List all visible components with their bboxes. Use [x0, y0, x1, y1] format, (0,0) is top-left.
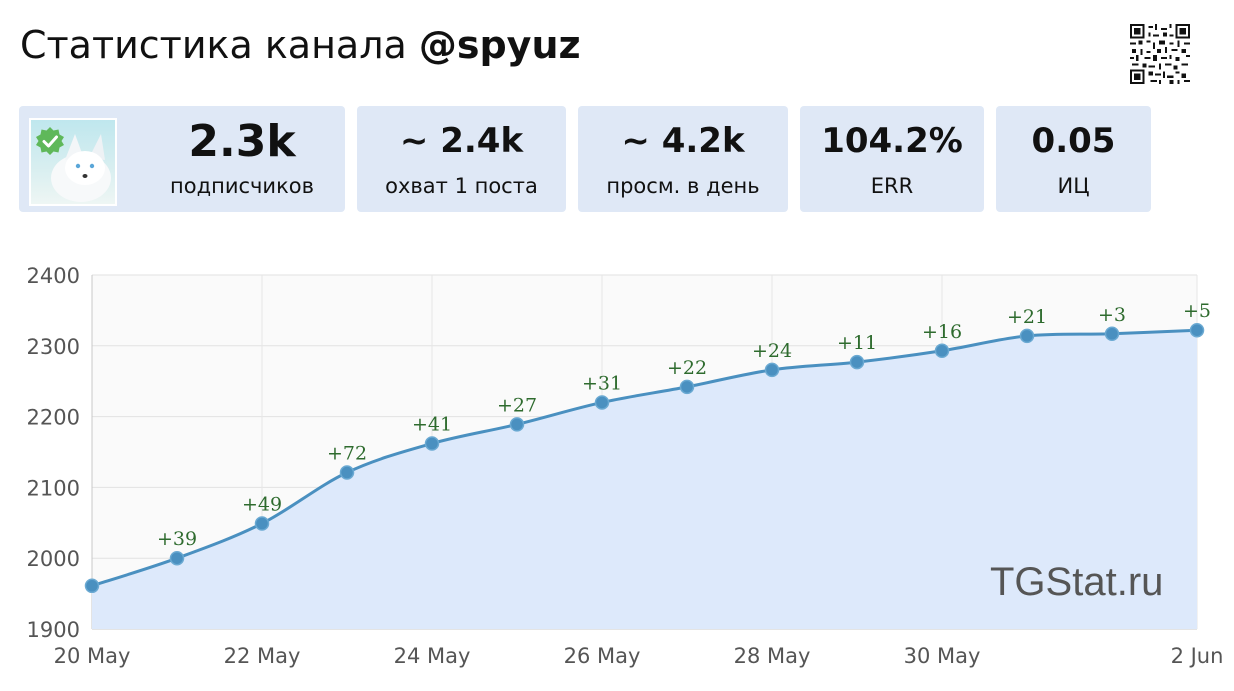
- x-tick-label: 22 May: [224, 644, 301, 668]
- data-label: +31: [582, 372, 622, 394]
- title-prefix: Статистика канала: [20, 23, 419, 67]
- y-tick-label: 2000: [27, 547, 80, 571]
- x-tick-label: 2 Jun: [1171, 644, 1224, 668]
- err-label: ERR: [870, 174, 914, 198]
- data-label: +5: [1183, 300, 1211, 322]
- arctic-fox-image: [51, 134, 111, 202]
- data-point: [169, 550, 185, 566]
- data-point: [1019, 328, 1035, 344]
- subscribers-value: 2.3k: [188, 116, 296, 167]
- data-point: [934, 343, 950, 359]
- reach-label: охват 1 поста: [385, 174, 538, 198]
- series-line: [91, 328, 1198, 588]
- data-point: [679, 379, 695, 395]
- subscribers-chart: 1900 2000 2100 2200 2300 2400 20 May 22 May 24 M…: [27, 264, 1224, 668]
- data-point: [84, 578, 100, 594]
- subscribers-text: 2.3k подписчиков: [139, 106, 345, 212]
- y-tick-label: 2100: [27, 476, 80, 500]
- ic-label: ИЦ: [1057, 174, 1090, 198]
- data-point: [1189, 322, 1205, 338]
- x-tick-label: 28 May: [734, 644, 811, 668]
- channel-handle[interactable]: @spyuz: [418, 23, 581, 67]
- data-point: [339, 465, 355, 480]
- data-label: +72: [327, 443, 367, 465]
- data-point: [1104, 326, 1120, 342]
- reach-card: ~ 2.4k охват 1 поста: [357, 106, 566, 212]
- data-label: +27: [497, 394, 537, 416]
- data-label: +24: [752, 340, 792, 362]
- area-fill: [92, 330, 1197, 629]
- data-point: [594, 395, 610, 410]
- data-label: +22: [667, 357, 707, 379]
- tgstat-watermark: TGStat.ru: [990, 560, 1164, 604]
- ic-value: 0.05: [1031, 121, 1116, 161]
- data-point: [764, 362, 780, 378]
- x-tick-label: 24 May: [394, 644, 471, 668]
- data-point: [424, 436, 440, 451]
- data-label: +41: [412, 414, 452, 436]
- x-tick-label: 20 May: [54, 644, 131, 668]
- subscribers-card: 2.3k подписчиков: [19, 106, 345, 212]
- y-tick-label: 2300: [27, 335, 80, 359]
- data-point: [849, 354, 865, 370]
- err-value: 104.2%: [821, 121, 963, 161]
- x-tick-label: 26 May: [564, 644, 641, 668]
- err-card: 104.2% ERR: [800, 106, 984, 212]
- x-tick-label: 30 May: [904, 644, 981, 668]
- data-point: [254, 516, 270, 531]
- views-label: просм. в день: [606, 174, 760, 198]
- views-value: ~ 4.2k: [621, 121, 745, 161]
- data-point: [509, 417, 525, 432]
- reach-value: ~ 2.4k: [399, 121, 524, 161]
- y-tick-label: 2200: [27, 406, 80, 430]
- data-label: +49: [242, 494, 282, 516]
- page-title: Статистика канала @spyuz: [20, 26, 581, 64]
- data-label: +11: [837, 332, 877, 354]
- data-label: +21: [1007, 306, 1047, 328]
- ic-card: 0.05 ИЦ: [996, 106, 1151, 212]
- views-card: ~ 4.2k просм. в день: [578, 106, 788, 212]
- verified-check-icon: [36, 127, 64, 155]
- y-tick-label: 1900: [27, 618, 80, 642]
- qr-code-icon[interactable]: [1130, 24, 1190, 84]
- subscribers-label: подписчиков: [170, 174, 314, 198]
- y-tick-label: 2400: [27, 264, 80, 288]
- data-label: +16: [922, 321, 962, 343]
- channel-avatar[interactable]: [29, 118, 117, 206]
- data-label: +39: [157, 528, 197, 550]
- data-label: +3: [1098, 304, 1126, 326]
